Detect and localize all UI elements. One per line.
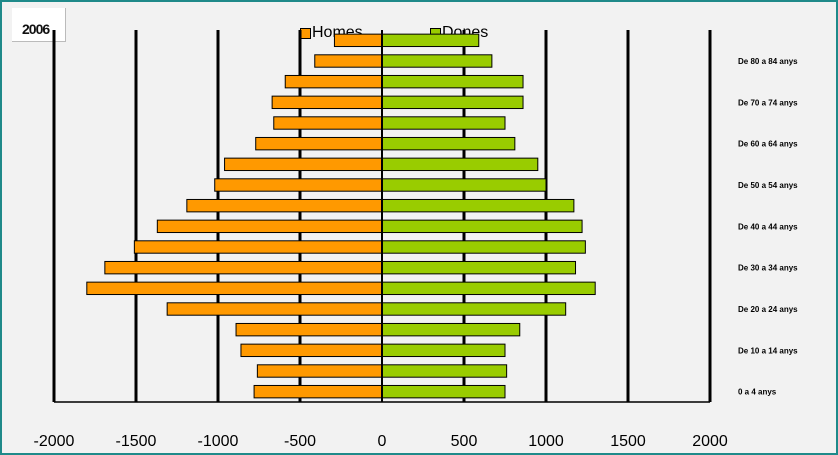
x-tick-label-5: 500: [451, 433, 478, 450]
y-tick-label-1: De 10 a 14 anys: [738, 346, 798, 355]
bar-dones-8: [381, 219, 583, 234]
bar-dones-3: [381, 322, 521, 337]
bar-homes-11: [224, 157, 383, 172]
bar-dones-4: [381, 302, 567, 316]
bar-dones-11: [381, 157, 539, 172]
bar-dones-15: [381, 74, 524, 89]
bar-dones-12: [381, 136, 516, 151]
bar-homes-8: [156, 219, 383, 234]
bar-homes-5: [86, 281, 383, 296]
y-tick-label-6: De 60 a 64 anys: [738, 140, 798, 149]
bar-homes-9: [186, 198, 383, 213]
bar-dones-9: [381, 198, 575, 213]
bar-dones-14: [381, 95, 524, 110]
bar-dones-6: [381, 260, 577, 275]
y-tick-label-7: De 70 a 74 anys: [738, 98, 798, 107]
bar-dones-10: [381, 178, 547, 192]
bar-homes-0: [253, 384, 383, 399]
bar-homes-17: [333, 33, 383, 48]
bar-dones-2: [381, 343, 506, 358]
y-tick-label-5: De 50 a 54 anys: [738, 181, 798, 190]
x-tick-label-2: -1000: [198, 433, 239, 450]
bar-homes-14: [271, 95, 383, 110]
bar-homes-3: [235, 322, 383, 337]
y-tick-label-3: De 30 a 34 anys: [738, 264, 798, 273]
x-tick-label-8: 2000: [692, 433, 728, 450]
bar-dones-13: [381, 116, 506, 130]
bar-homes-1: [256, 364, 383, 378]
bar-homes-10: [214, 178, 383, 192]
bar-dones-1: [381, 364, 508, 378]
bar-homes-4: [166, 302, 383, 316]
bar-dones-7: [381, 240, 586, 254]
bar-homes-2: [240, 343, 383, 358]
bar-dones-17: [381, 33, 480, 48]
bar-dones-0: [381, 384, 506, 399]
bar-homes-6: [104, 260, 383, 275]
y-tick-label-8: De 80 a 84 anys: [738, 57, 798, 66]
bar-homes-16: [314, 54, 383, 68]
y-tick-label-4: De 40 a 44 anys: [738, 222, 798, 231]
y-tick-label-2: De 20 a 24 anys: [738, 305, 798, 314]
bar-dones-16: [381, 54, 493, 68]
y-tick-label-0: 0 a 4 anys: [738, 388, 777, 397]
bar-dones-5: [381, 281, 596, 296]
bar-homes-15: [284, 74, 383, 89]
x-tick-label-4: 0: [378, 433, 387, 450]
year-label: 2006: [12, 8, 66, 42]
bar-homes-12: [255, 136, 383, 151]
x-tick-label-6: 1000: [528, 433, 564, 450]
x-tick-label-3: -500: [284, 433, 316, 450]
bar-homes-13: [273, 116, 383, 130]
x-tick-label-7: 1500: [610, 433, 646, 450]
bar-homes-7: [133, 240, 383, 254]
x-tick-label-0: -2000: [34, 433, 75, 450]
x-tick-label-1: -1500: [116, 433, 157, 450]
